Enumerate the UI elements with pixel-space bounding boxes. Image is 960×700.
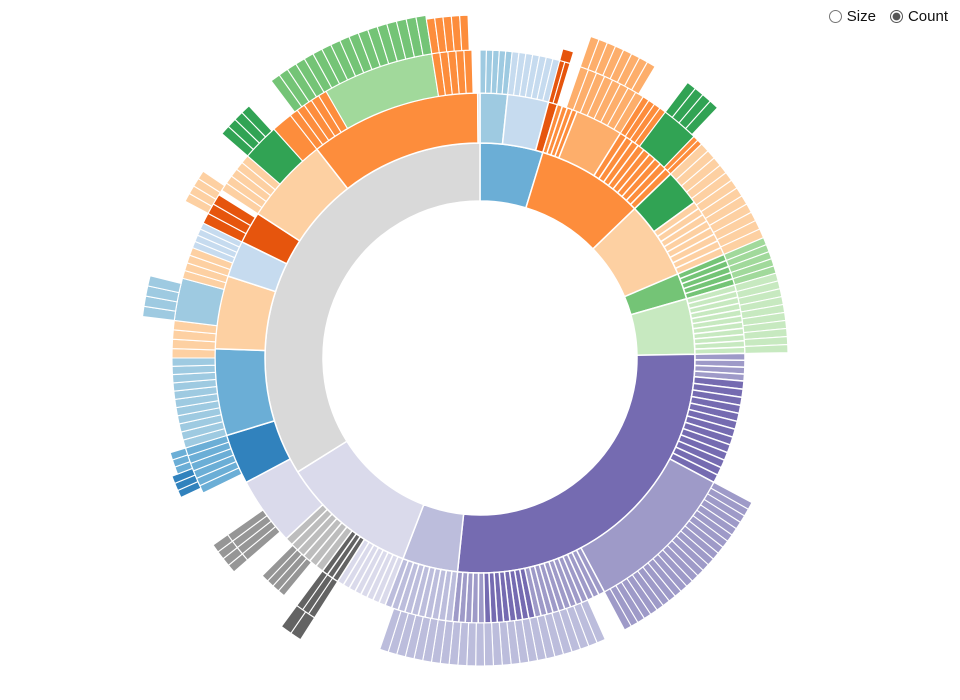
sunburst-arc[interactable] — [483, 622, 495, 667]
sunburst-arc[interactable] — [280, 604, 307, 635]
sunburst-arc[interactable] — [559, 48, 575, 65]
sunburst-arc[interactable] — [214, 347, 276, 437]
size-radio[interactable] — [828, 10, 842, 23]
size-radio-label: Size — [846, 8, 876, 25]
count-radio[interactable] — [889, 10, 903, 23]
sunburst-arc[interactable] — [197, 170, 226, 194]
sunburst-rings — [141, 14, 789, 667]
mode-toggle: Size Count — [828, 8, 948, 25]
sunburst-arc[interactable] — [212, 533, 234, 553]
sunburst-arc[interactable] — [684, 100, 719, 136]
sunburst-arc[interactable] — [744, 343, 789, 354]
sunburst-arc[interactable] — [241, 105, 273, 138]
sunburst-arc[interactable] — [147, 275, 182, 294]
sunburst-arc[interactable] — [171, 357, 216, 367]
count-radio-option[interactable]: Count — [889, 8, 948, 25]
sunburst-arc[interactable] — [379, 607, 402, 653]
sunburst-arc[interactable] — [169, 447, 189, 461]
sunburst-arc[interactable] — [475, 622, 486, 667]
sunburst-arc[interactable] — [630, 61, 656, 95]
sunburst-arc[interactable] — [463, 49, 474, 94]
sunburst-arc[interactable] — [603, 588, 633, 631]
size-radio-option[interactable]: Size — [828, 8, 876, 25]
count-radio-label: Count — [907, 8, 948, 25]
sunburst-arc[interactable] — [476, 92, 481, 144]
sunburst-arc[interactable] — [261, 544, 298, 582]
sunburst-arc[interactable] — [459, 14, 470, 52]
